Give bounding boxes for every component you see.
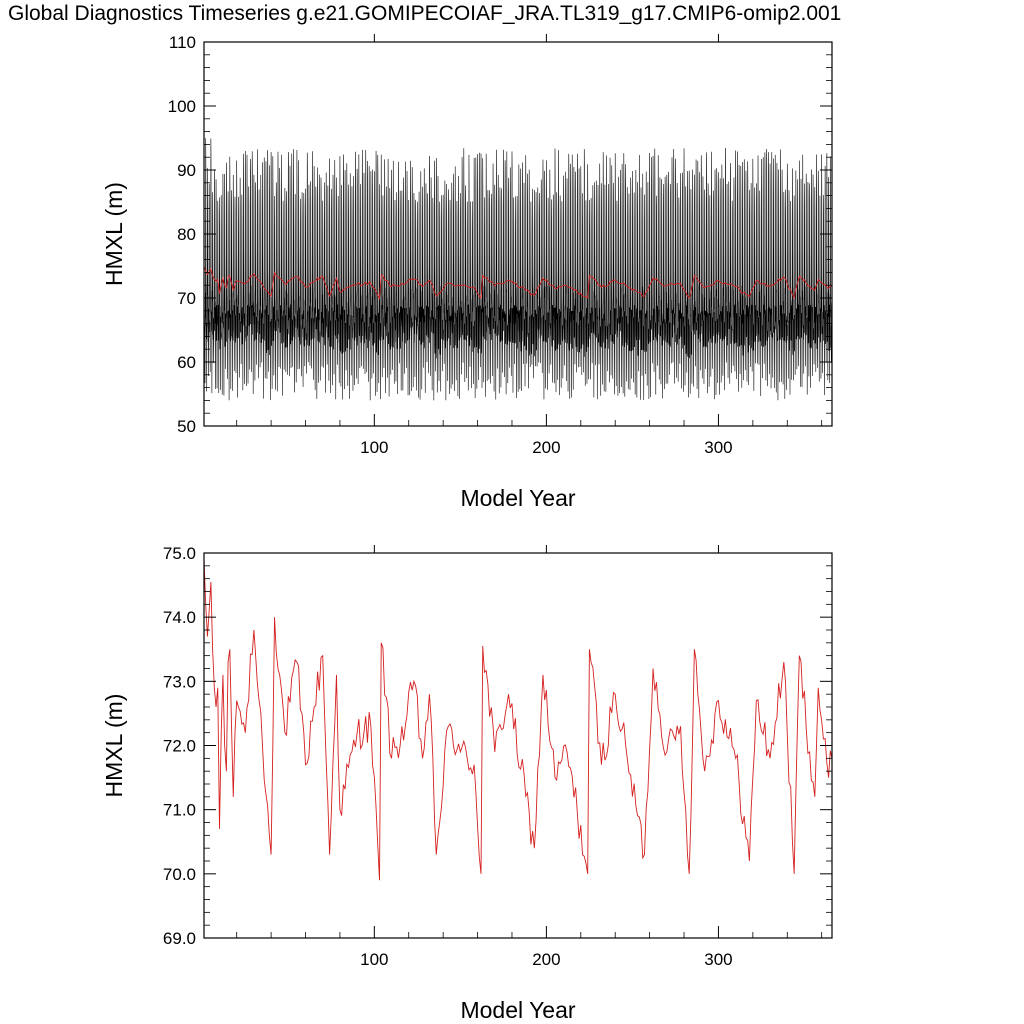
- y-axis-label: HMXL (m): [101, 182, 127, 286]
- y-tick-label: 72.0: [163, 737, 196, 756]
- y-tick-label: 50: [177, 417, 196, 436]
- y-tick-label: 90: [177, 161, 196, 180]
- y-axis-label: HMXL (m): [101, 694, 127, 798]
- y-tick-label: 70.0: [163, 865, 196, 884]
- y-tick-label: 69.0: [163, 929, 196, 948]
- y-tick-label: 74.0: [163, 608, 196, 627]
- x-tick-label: 200: [532, 950, 560, 969]
- x-axis-label: Model Year: [460, 997, 575, 1023]
- x-tick-label: 300: [704, 438, 732, 457]
- y-tick-label: 60: [177, 353, 196, 372]
- y-tick-label: 75.0: [163, 544, 196, 563]
- y-tick-label: 100: [168, 97, 196, 116]
- x-tick-label: 100: [360, 438, 388, 457]
- monthly-series-line: [203, 138, 833, 401]
- y-tick-label: 110: [169, 33, 196, 52]
- y-tick-label: 71.0: [163, 801, 196, 820]
- top-panel: 50 60 70 80 90 100 110 100 200 300 Model Year HMXL …: [101, 33, 833, 511]
- x-tick-label: 200: [532, 438, 560, 457]
- y-tick-label: 73.0: [163, 672, 196, 691]
- x-tick-label: 100: [360, 950, 388, 969]
- x-axis-label: Model Year: [460, 485, 575, 511]
- y-tick-label: 80: [177, 225, 196, 244]
- annual-mean-line: [203, 266, 833, 301]
- x-tick-label: 300: [704, 950, 732, 969]
- y-tick-label: 70: [177, 289, 196, 308]
- plot-frame: [203, 552, 833, 939]
- annual-mean-line: [203, 559, 833, 881]
- bottom-panel: 69.0 70.0 71.0 72.0 73.0 74.0 75.0 100 200 300 Mod…: [101, 544, 833, 1023]
- chart-title: Global Diagnostics Timeseries g.e21.GOMI…: [8, 2, 842, 25]
